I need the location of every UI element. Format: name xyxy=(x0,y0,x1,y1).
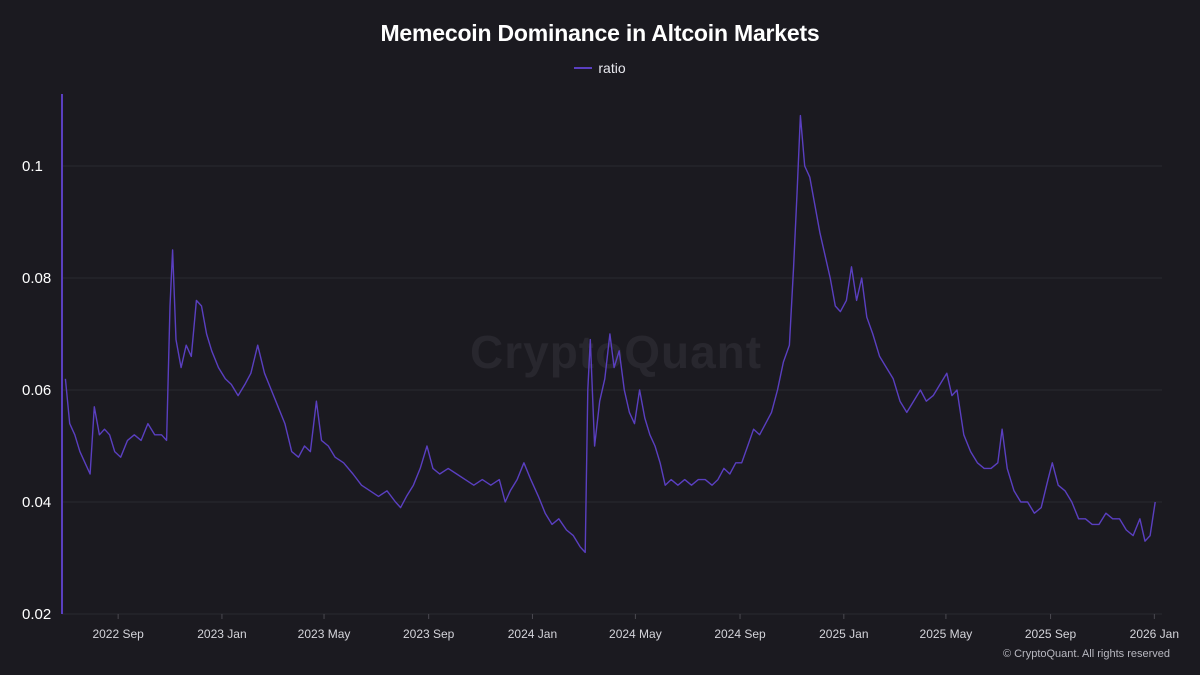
y-tick-label: 0.1 xyxy=(22,158,43,175)
y-tick-label: 0.04 xyxy=(22,494,51,511)
legend-swatch xyxy=(574,67,593,69)
legend-label-ratio: ratio xyxy=(598,60,626,76)
grid xyxy=(62,165,1162,615)
copyright-notice: © CryptoQuant. All rights reserved xyxy=(1002,648,1170,660)
chart-title: Memecoin Dominance in Altcoin Markets xyxy=(380,20,820,46)
x-tick-label: 2023 Sep xyxy=(403,627,455,641)
x-tick-label: 2025 Sep xyxy=(1025,627,1077,641)
x-tick-label: 2022 Sep xyxy=(92,627,144,641)
x-tick-label: 2024 May xyxy=(609,627,662,641)
series-line-ratio xyxy=(64,114,1156,554)
x-tick-label: 2024 Sep xyxy=(714,627,766,641)
x-tick-label: 2023 May xyxy=(298,627,351,641)
x-tick-label: 2025 May xyxy=(920,627,973,641)
x-tick-label: 2025 Jan xyxy=(819,627,868,641)
y-axis-ticks: 0.1 0.08 0.06 0.04 0.02 xyxy=(22,158,51,623)
x-tick-label: 2026 Jan xyxy=(1130,627,1179,641)
y-tick-label: 0.06 xyxy=(22,382,51,399)
x-tick-label: 2024 Jan xyxy=(508,627,557,641)
x-axis-ticks: 2022 Sep 2023 Jan 2023 May 2023 Sep 2024 Jan… xyxy=(92,614,1179,641)
x-tick-label: 2023 Jan xyxy=(197,627,246,641)
y-tick-label: 0.02 xyxy=(22,606,51,623)
legend[interactable]: ratio xyxy=(0,60,1200,76)
y-tick-label: 0.08 xyxy=(22,270,51,287)
